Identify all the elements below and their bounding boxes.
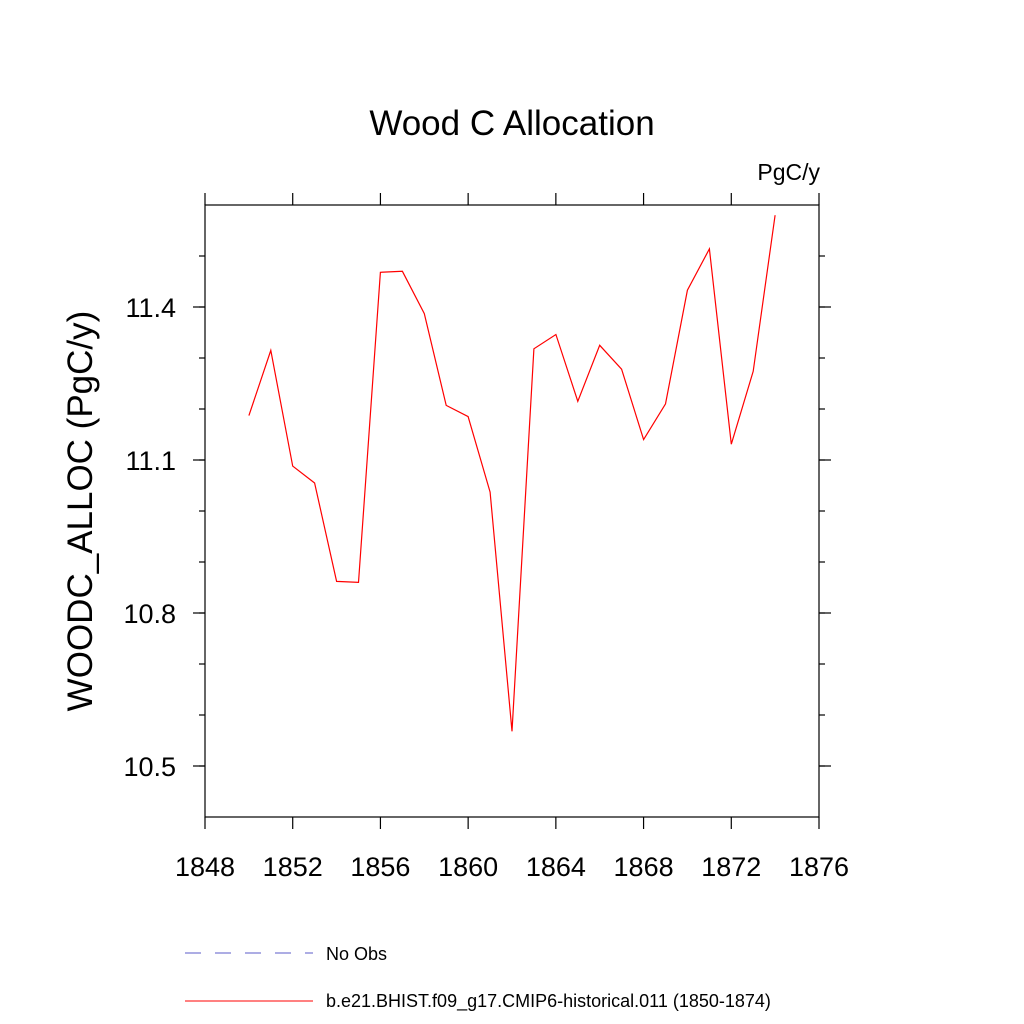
x-tick-label: 1860 (438, 852, 498, 882)
legend-label-no-obs: No Obs (326, 944, 387, 964)
series-line (248, 215, 776, 732)
x-tick-label: 1856 (350, 852, 410, 882)
series-layer (248, 215, 776, 732)
y-tick-label: 11.1 (125, 446, 176, 476)
legend: No Obs b.e21.BHIST.f09_g17.CMIP6-histori… (185, 944, 771, 1012)
x-tick-label: 1876 (789, 852, 849, 882)
y-axis-label: WOODC_ALLOC (PgC/y) (61, 311, 100, 712)
x-tick-label: 1848 (175, 852, 235, 882)
units-label: PgC/y (757, 159, 820, 185)
x-tick-label: 1872 (701, 852, 761, 882)
legend-label-historical: b.e21.BHIST.f09_g17.CMIP6-historical.011… (326, 991, 771, 1012)
x-tick-label: 1852 (263, 852, 323, 882)
axis-ticks: 1848 1852 1856 1860 1864 1868 1872 1876 10.5 10.8… (123, 193, 849, 882)
x-tick-label: 1868 (614, 852, 674, 882)
y-tick-label: 11.4 (125, 293, 176, 323)
chart-title: Wood C Allocation (369, 104, 654, 143)
x-tick-label: 1864 (526, 852, 586, 882)
y-tick-label: 10.8 (123, 599, 176, 629)
y-tick-label: 10.5 (123, 752, 176, 782)
